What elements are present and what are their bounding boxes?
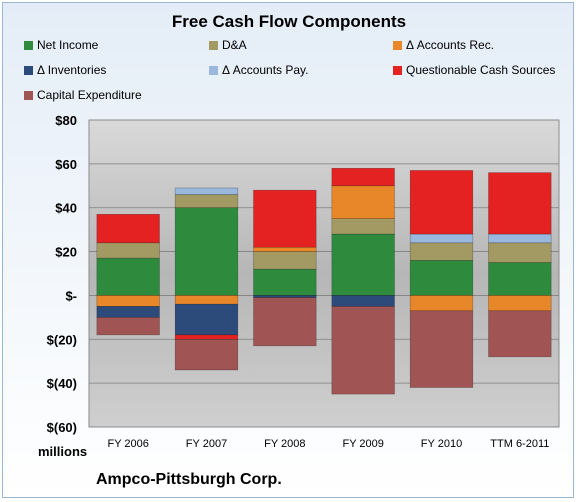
bar-segment [409,310,474,388]
bars [96,167,552,395]
bar-segment [96,295,160,307]
bar-segment [488,242,552,263]
bar-segment [174,334,239,340]
bar-segment [331,185,395,219]
x-tick-label: FY 2006 [107,438,148,450]
units-label: millions [38,444,88,459]
bar-segment [174,207,239,296]
legend-item-da: D&A [209,38,247,52]
y-tick-label: $- [65,288,77,303]
bar-segment [96,306,160,318]
legend-item-questionable: Questionable Cash Sources [393,63,555,77]
y-tick-label: $(60) [47,420,77,435]
bar-segment [488,262,552,296]
bar-segment [96,242,160,259]
bar-segment [96,317,160,336]
x-tick-label: FY 2009 [342,438,383,450]
bar-segment [96,213,160,244]
legend-swatch [209,66,218,75]
x-tick-label: FY 2007 [186,438,227,450]
legend-item-inventories: Δ Inventories [24,63,106,77]
bar-segment [409,260,474,296]
legend-label: Capital Expenditure [37,88,142,102]
legend-label: Questionable Cash Sources [406,63,556,77]
bar-segment [409,233,474,244]
legend-swatch [24,91,33,100]
legend-item-net-income: Net Income [24,38,98,52]
y-tick-label: $40 [55,201,77,216]
legend-swatch [393,66,402,75]
bar-segment [174,338,239,371]
bar-segment [488,233,552,244]
x-tick-label: TTM 6-2011 [490,438,549,450]
y-tick-label: $(40) [47,376,77,391]
y-tick-labels: $80 $60 $40 $20 $- $(20) $(40) $(60) [47,113,77,435]
legend-label: Net Income [37,38,99,52]
bar-segment [253,251,317,270]
bar-segment [409,170,474,235]
legend-swatch [393,41,402,50]
bar-segment [253,268,317,296]
bar-segment [253,295,317,298]
bar-segment [174,187,239,195]
legend-label: D&A [222,38,247,52]
bar-segment [174,303,239,336]
plot-area [88,119,560,428]
y-tick-label: $80 [55,113,77,128]
bar-segment [409,295,474,312]
legend-swatch [209,41,218,50]
bar-segment [174,194,239,209]
bar-segment [488,295,552,312]
x-tick-labels: FY 2006 FY 2007 FY 2008 FY 2009 FY 2010 TTM 6… [107,438,549,450]
chart-title: Free Cash Flow Components [171,12,407,31]
legend-item-accounts-rec: Δ Accounts Rec. [393,38,494,52]
gridlines [89,163,559,384]
legend-swatch [24,41,33,50]
bar-segment [488,310,552,358]
legend-swatch [24,66,33,75]
bar-segment [488,172,552,235]
legend-item-accounts-pay: Δ Accounts Pay. [209,63,309,77]
x-tick-label: FY 2010 [421,438,462,450]
bar-segment [253,189,317,248]
legend-label: Δ Inventories [37,63,107,77]
bar-segment [331,306,395,395]
y-tick-label: $60 [55,157,77,172]
bar-segment [96,257,160,296]
legend-item-capex: Capital Expenditure [24,88,142,102]
x-tick-label: FY 2008 [264,438,305,450]
y-tick-label: $(20) [47,332,77,347]
bar-segment [331,295,395,307]
bar-segment [331,218,395,235]
bar-segment [174,295,239,305]
bar-segment [409,242,474,261]
bar-segment [253,246,317,252]
bar-segment [331,233,395,296]
legend-label: Δ Accounts Pay. [222,63,309,77]
bar-segment [331,167,395,187]
y-tick-label: $20 [55,245,77,260]
legend-label: Δ Accounts Rec. [406,38,495,52]
company-name: Ampco-Pittsburgh Corp. [96,471,282,488]
bar-segment [253,297,317,347]
